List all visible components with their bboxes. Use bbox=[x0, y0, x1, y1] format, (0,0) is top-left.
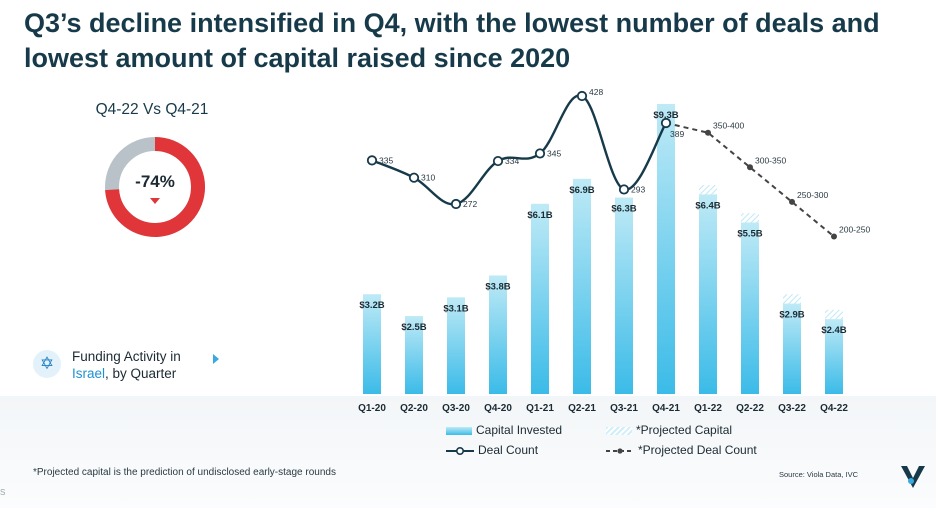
legend-projected-deal-count: *Projected Deal Count bbox=[606, 443, 757, 457]
x-tick-label: Q4-22 bbox=[820, 403, 848, 414]
legend-deal-count-label: Deal Count bbox=[478, 443, 539, 457]
legend-capital-label: Capital Invested bbox=[476, 423, 563, 437]
capital-bar bbox=[783, 303, 801, 394]
deal-count-label: 335 bbox=[379, 155, 393, 165]
legend-capital: Capital Invested bbox=[446, 423, 562, 437]
legend-projected-capital: *Projected Capital bbox=[606, 423, 732, 437]
projected-deal-marker bbox=[789, 198, 795, 205]
deal-count-label: 345 bbox=[547, 148, 561, 158]
projected-deal-label: 200-250 bbox=[839, 225, 870, 235]
projected-capital-swatch bbox=[606, 426, 632, 435]
viola-logo-icon bbox=[901, 466, 925, 488]
projected-deal-marker bbox=[747, 164, 753, 171]
page-title: Q3’s decline intensified in Q4, with the… bbox=[24, 8, 880, 73]
activity-label-prefix: Funding Activity in bbox=[72, 349, 181, 364]
capital-bar bbox=[447, 297, 465, 394]
deal-count-label: 334 bbox=[505, 156, 519, 166]
deal-count-swatch bbox=[446, 446, 474, 455]
activity-label: Funding Activity in Israel, by Quarter bbox=[72, 348, 181, 382]
star-of-david-icon: ✡ bbox=[33, 350, 61, 378]
corner-mark: S bbox=[0, 488, 6, 497]
capital-bar bbox=[363, 294, 381, 394]
footer-band bbox=[0, 396, 936, 508]
capital-bar bbox=[573, 178, 591, 394]
capital-bar bbox=[699, 194, 717, 394]
capital-bar bbox=[531, 203, 549, 394]
comparison-title: Q4-22 Vs Q4-21 bbox=[95, 101, 209, 118]
deal-count-marker bbox=[618, 184, 630, 195]
projected-capital-bar bbox=[699, 185, 717, 195]
capital-bar-label: $3.2B bbox=[359, 300, 384, 311]
donut-decline-arc bbox=[105, 137, 205, 237]
capital-bars: $3.2B $2.5B $3.1B $3.8B $6.1B $6.9B $6.3B $9.3B… bbox=[359, 104, 847, 394]
deal-count-label: 310 bbox=[421, 173, 435, 183]
capital-bar bbox=[741, 222, 759, 394]
deal-count-marker bbox=[576, 90, 588, 102]
capital-bar-label: $3.1B bbox=[443, 303, 468, 314]
deal-count-marker bbox=[366, 155, 378, 166]
comparison-value: -74% bbox=[135, 172, 175, 191]
capital-bar-label: $2.9B bbox=[779, 310, 804, 321]
capital-bar-label: $3.8B bbox=[485, 282, 510, 293]
x-tick-label: Q1-20 bbox=[358, 403, 386, 414]
capital-bar-label: $6.3B bbox=[611, 204, 636, 215]
deal-count-label: 389 bbox=[670, 129, 684, 139]
projected-capital-bar bbox=[783, 294, 801, 304]
x-tick-label: Q3-20 bbox=[442, 403, 470, 414]
capital-bar-label: $2.5B bbox=[401, 322, 426, 333]
capital-bar bbox=[825, 319, 843, 394]
legend-deal-count: Deal Count bbox=[446, 443, 538, 457]
deal-count-label: 428 bbox=[589, 87, 603, 97]
decline-donut bbox=[105, 137, 205, 237]
capital-bar-label: $6.9B bbox=[569, 185, 594, 196]
x-tick-label: Q2-21 bbox=[568, 403, 596, 414]
x-tick-label: Q4-20 bbox=[484, 403, 512, 414]
projected-deal-swatch bbox=[606, 448, 634, 454]
source-note: Source: Viola Data, IVC bbox=[779, 470, 859, 479]
projected-deal-label: 350-400 bbox=[713, 121, 744, 131]
projected-deal-marker bbox=[705, 129, 711, 136]
projected-capital-bar bbox=[825, 309, 843, 320]
deal-count-marker bbox=[492, 155, 504, 167]
footnote: *Projected capital is the prediction of … bbox=[33, 467, 336, 478]
deal-count-label: 293 bbox=[631, 184, 645, 194]
capital-bar-label: $6.1B bbox=[527, 210, 552, 221]
down-arrow-icon bbox=[150, 198, 160, 204]
x-tick-label: Q2-20 bbox=[400, 403, 428, 414]
legend-projected-deal-count-label: *Projected Deal Count bbox=[638, 443, 757, 457]
projected-deal-label: 250-300 bbox=[797, 190, 828, 200]
deal-count-marker bbox=[660, 117, 672, 129]
deal-count-marker bbox=[534, 148, 546, 159]
activity-label-suffix: , by Quarter bbox=[105, 366, 177, 381]
x-tick-label: Q1-22 bbox=[694, 403, 722, 414]
deal-count-marker bbox=[450, 198, 462, 210]
play-arrow-icon[interactable] bbox=[213, 354, 219, 364]
capital-bar bbox=[489, 275, 507, 394]
capital-bar-label: $2.4B bbox=[821, 325, 846, 336]
x-tick-label: Q2-22 bbox=[736, 403, 764, 414]
projected-deal-marker bbox=[831, 233, 837, 240]
capital-bar-label: $9.3B bbox=[653, 110, 678, 121]
activity-label-highlight: Israel bbox=[72, 366, 106, 381]
legend-projected-capital-label: *Projected Capital bbox=[636, 423, 733, 437]
capital-bar bbox=[657, 104, 675, 394]
capital-bar-label: $5.5B bbox=[737, 228, 762, 239]
projected-deal-line bbox=[665, 122, 835, 238]
x-tick-label: Q3-22 bbox=[778, 403, 806, 414]
capital-bar-label: $6.4B bbox=[695, 200, 720, 211]
capital-swatch bbox=[446, 426, 472, 435]
x-tick-label: Q3-21 bbox=[610, 403, 638, 414]
projected-deal-label: 300-350 bbox=[755, 155, 786, 165]
deal-count-line: 350-400 300-350 250-300 200-250 335 310 272 334… bbox=[366, 87, 870, 240]
capital-bar bbox=[615, 197, 633, 394]
x-axis-ticks: Q1-20 Q2-20 Q3-20 Q4-20 Q1-21 Q2-21 Q3-21 Q4-21… bbox=[358, 403, 848, 414]
deal-count-marker bbox=[408, 172, 420, 183]
x-tick-label: Q1-21 bbox=[526, 403, 554, 414]
projected-capital-bar bbox=[741, 213, 759, 223]
deal-count-label: 272 bbox=[463, 199, 477, 209]
capital-bar bbox=[405, 316, 423, 394]
x-tick-label: Q4-21 bbox=[652, 403, 680, 414]
